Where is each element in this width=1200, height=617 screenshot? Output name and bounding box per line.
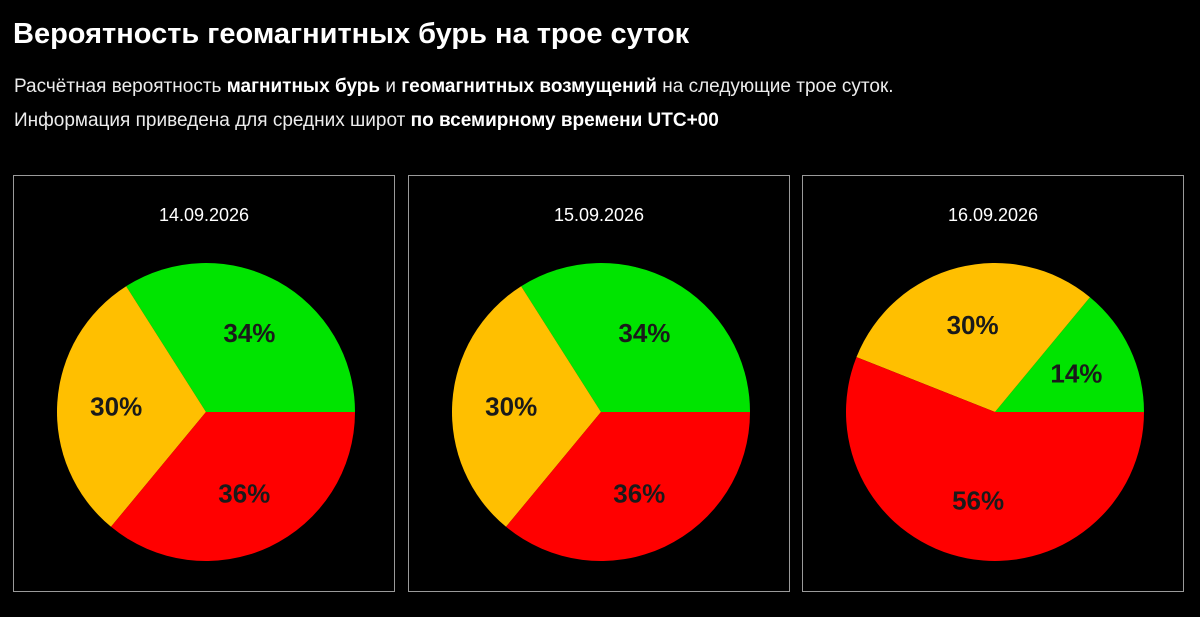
pie-slice (846, 357, 1144, 561)
subtitle-text: и (380, 76, 402, 97)
pie-chart: 14% 30% 56% (846, 262, 1144, 561)
slice-label: 36% (218, 478, 270, 508)
subtitle-bold-storms: магнитных бурь (226, 76, 381, 97)
forecast-panel-day-1: 14.09.2026 34% 30% 36% (13, 175, 395, 592)
pie-slice (995, 297, 1144, 412)
slice-label: 56% (952, 485, 1004, 515)
panel-date: 15.09.2026 (553, 205, 645, 225)
subtitle-text: на следующие трое суток. (656, 76, 894, 97)
pie-slices: 34% 30% 36% (56, 263, 356, 562)
pie-chart: 34% 30% 36% (451, 263, 750, 562)
pie-slice (506, 412, 750, 562)
forecast-panel-day-2: 15.09.2026 34% 30% 36% (408, 175, 790, 592)
slice-label: 36% (613, 478, 665, 508)
subtitle-bold-disturbances: геомагнитных возмущений (401, 76, 657, 97)
pie-slice (111, 412, 356, 562)
panel-date: 14.09.2026 (158, 205, 250, 225)
slice-label: 34% (618, 318, 670, 348)
subtitle-line-1: Расчётная вероятность магнитных бурь и г… (14, 74, 894, 100)
subtitle-text: Расчётная вероятность (14, 76, 227, 97)
pie-slice (856, 262, 1090, 412)
subtitle-line-2: Информация приведена для средних широт п… (14, 108, 719, 134)
pie-slice (126, 263, 355, 412)
pie-slice (451, 286, 601, 527)
panel-date: 16.09.2026 (947, 205, 1039, 225)
subtitle-text: Информация приведена для средних широт (14, 110, 411, 131)
pie-slices: 14% 30% 56% (846, 262, 1144, 561)
page-title: Вероятность геомагнитных бурь на трое су… (13, 18, 690, 50)
slice-label: 30% (947, 310, 999, 340)
pie-slice (521, 263, 750, 412)
slice-label: 30% (485, 391, 537, 421)
subtitle-bold-utc: по всемирному времени UTC+00 (410, 110, 719, 131)
pie-chart: 34% 30% 36% (56, 263, 356, 562)
pie-slice (56, 286, 206, 527)
slice-label: 34% (223, 318, 275, 348)
slice-label: 14% (1050, 359, 1102, 389)
pie-slices: 34% 30% 36% (451, 263, 750, 562)
forecast-panel-day-3: 16.09.2026 14% 30% 56% (802, 175, 1184, 592)
slice-label: 30% (90, 391, 142, 421)
